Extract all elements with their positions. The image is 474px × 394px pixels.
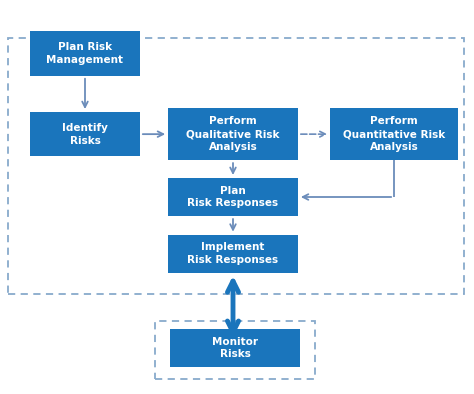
Text: Perform
Quantitative Risk
Analysis: Perform Quantitative Risk Analysis: [343, 116, 445, 152]
Bar: [30, 32, 140, 76]
Bar: [8, 37, 464, 294]
Bar: [30, 112, 140, 156]
Text: Implement
Risk Responses: Implement Risk Responses: [187, 242, 279, 265]
Text: Identify
Risks: Identify Risks: [62, 123, 108, 145]
Bar: [155, 321, 315, 379]
Bar: [168, 108, 298, 160]
Bar: [168, 178, 298, 216]
Text: Monitor
Risks: Monitor Risks: [212, 336, 258, 359]
Text: Plan
Risk Responses: Plan Risk Responses: [187, 186, 279, 208]
Text: Plan Risk
Management: Plan Risk Management: [46, 42, 124, 65]
Bar: [170, 329, 300, 367]
Bar: [330, 108, 458, 160]
Bar: [168, 234, 298, 273]
Text: Perform
Qualitative Risk
Analysis: Perform Qualitative Risk Analysis: [186, 116, 280, 152]
